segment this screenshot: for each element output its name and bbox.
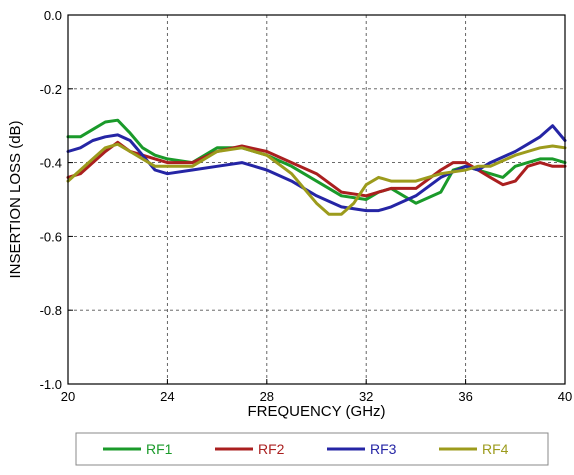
tick-labels: 20 24 28 32 36 40 0.0 -0.2 -0.4 -0.6 -0.8 -1.0 bbox=[40, 8, 573, 404]
grid-lines bbox=[68, 15, 565, 384]
y-tick-label: -0.4 bbox=[40, 156, 62, 171]
y-tick-label: -0.6 bbox=[40, 229, 62, 244]
y-tick-label: -0.8 bbox=[40, 303, 62, 318]
x-tick-label: 36 bbox=[458, 389, 472, 404]
series-line-rf1 bbox=[66, 118, 567, 205]
series-line-rf2 bbox=[66, 140, 567, 198]
series-line-rf3 bbox=[66, 124, 567, 213]
legend-label-rf1: RF1 bbox=[146, 441, 173, 457]
y-tick-label: -0.2 bbox=[40, 82, 62, 97]
legend-label-rf2: RF2 bbox=[258, 441, 285, 457]
y-tick-label: -1.0 bbox=[40, 377, 62, 392]
series-layer bbox=[66, 118, 567, 216]
legend-label-rf3: RF3 bbox=[370, 441, 397, 457]
y-axis-title: INSERTION LOSS (dB) bbox=[7, 120, 24, 278]
x-tick-label: 28 bbox=[260, 389, 274, 404]
x-tick-label: 20 bbox=[61, 389, 75, 404]
legend-label-rf4: RF4 bbox=[482, 441, 509, 457]
legend: RF1 RF2 RF3 RF4 bbox=[75, 432, 549, 466]
x-tick-label: 24 bbox=[160, 389, 174, 404]
tick-marks bbox=[67, 14, 566, 385]
y-tick-label: 0.0 bbox=[44, 8, 62, 23]
series-line-rf4 bbox=[66, 142, 567, 216]
x-tick-label: 32 bbox=[359, 389, 373, 404]
x-axis-title: FREQUENCY (GHz) bbox=[247, 403, 385, 420]
plot-frame bbox=[67, 14, 566, 385]
x-tick-label: 40 bbox=[558, 389, 572, 404]
